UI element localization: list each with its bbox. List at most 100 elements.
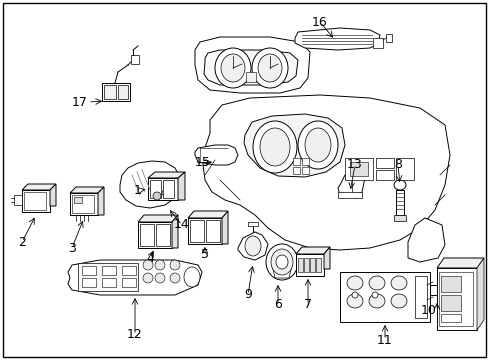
- Bar: [163, 180, 174, 198]
- Ellipse shape: [305, 128, 330, 162]
- Bar: [372, 38, 382, 48]
- Ellipse shape: [142, 273, 153, 283]
- Text: 12: 12: [127, 328, 142, 342]
- Text: 16: 16: [311, 15, 327, 28]
- Ellipse shape: [393, 180, 405, 190]
- Ellipse shape: [153, 192, 161, 200]
- Polygon shape: [148, 172, 184, 178]
- Polygon shape: [138, 215, 178, 222]
- Text: 5: 5: [201, 248, 208, 261]
- Ellipse shape: [221, 54, 244, 82]
- Bar: [24, 192, 46, 210]
- Ellipse shape: [170, 260, 180, 270]
- Text: 4: 4: [146, 252, 154, 265]
- Bar: [315, 258, 320, 272]
- Bar: [82, 266, 96, 275]
- Bar: [131, 55, 139, 64]
- Polygon shape: [203, 50, 297, 85]
- Bar: [78, 263, 138, 291]
- Bar: [295, 254, 324, 276]
- Polygon shape: [222, 211, 227, 244]
- Ellipse shape: [258, 54, 282, 82]
- Polygon shape: [22, 184, 56, 190]
- Bar: [436, 268, 476, 330]
- Bar: [297, 258, 303, 272]
- Polygon shape: [50, 184, 56, 206]
- Bar: [440, 276, 460, 292]
- Bar: [395, 190, 403, 215]
- Bar: [292, 158, 299, 165]
- Bar: [102, 278, 116, 287]
- Polygon shape: [120, 161, 180, 208]
- Text: 10: 10: [420, 303, 436, 316]
- Ellipse shape: [260, 128, 289, 166]
- Ellipse shape: [183, 267, 200, 287]
- Bar: [393, 215, 405, 221]
- Bar: [82, 278, 96, 287]
- Polygon shape: [172, 215, 178, 248]
- Bar: [205, 220, 220, 242]
- Bar: [148, 178, 178, 200]
- Ellipse shape: [142, 260, 153, 270]
- Polygon shape: [203, 95, 449, 250]
- Text: 17: 17: [72, 95, 88, 108]
- Ellipse shape: [368, 294, 384, 308]
- Bar: [309, 258, 314, 272]
- Bar: [440, 314, 460, 322]
- Bar: [302, 167, 308, 174]
- Polygon shape: [295, 247, 329, 254]
- Ellipse shape: [351, 292, 357, 298]
- Ellipse shape: [275, 255, 287, 269]
- Bar: [304, 258, 308, 272]
- Text: 14: 14: [174, 219, 189, 231]
- Ellipse shape: [265, 244, 297, 280]
- Polygon shape: [98, 187, 104, 215]
- Polygon shape: [271, 265, 291, 278]
- Bar: [122, 266, 136, 275]
- Text: 9: 9: [244, 288, 251, 302]
- Bar: [118, 85, 128, 99]
- Ellipse shape: [162, 190, 168, 196]
- Bar: [102, 266, 116, 275]
- Bar: [438, 272, 472, 326]
- Bar: [22, 190, 50, 212]
- Bar: [14, 195, 22, 205]
- Bar: [190, 220, 203, 242]
- Bar: [385, 34, 391, 42]
- Bar: [339, 272, 429, 322]
- Ellipse shape: [346, 276, 362, 290]
- Polygon shape: [407, 218, 444, 262]
- Ellipse shape: [252, 121, 296, 173]
- Polygon shape: [247, 222, 258, 226]
- Text: 6: 6: [273, 298, 282, 311]
- Polygon shape: [294, 28, 379, 50]
- Bar: [70, 193, 98, 215]
- Polygon shape: [178, 172, 184, 200]
- Ellipse shape: [368, 276, 384, 290]
- Polygon shape: [187, 211, 227, 218]
- Text: 7: 7: [304, 298, 311, 311]
- Bar: [375, 158, 393, 168]
- Bar: [375, 170, 393, 180]
- Bar: [245, 72, 256, 82]
- Ellipse shape: [346, 294, 362, 308]
- Bar: [138, 222, 172, 248]
- Ellipse shape: [251, 48, 287, 88]
- Text: 8: 8: [393, 158, 401, 171]
- Bar: [150, 180, 161, 198]
- Bar: [440, 295, 460, 311]
- Polygon shape: [195, 37, 309, 93]
- Bar: [395, 158, 413, 180]
- Text: 3: 3: [68, 242, 76, 255]
- Ellipse shape: [215, 48, 250, 88]
- Polygon shape: [324, 247, 329, 269]
- Ellipse shape: [270, 249, 292, 275]
- Bar: [187, 218, 222, 244]
- Ellipse shape: [297, 121, 337, 169]
- Bar: [349, 162, 367, 176]
- Text: 11: 11: [376, 333, 392, 346]
- Polygon shape: [436, 258, 483, 268]
- Bar: [102, 83, 130, 101]
- Polygon shape: [337, 173, 364, 198]
- Ellipse shape: [371, 292, 377, 298]
